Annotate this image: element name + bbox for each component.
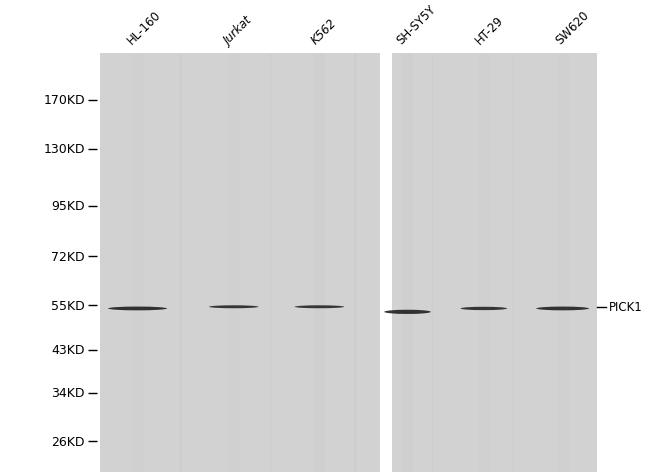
Text: 170KD: 170KD (43, 94, 85, 107)
Ellipse shape (461, 307, 507, 310)
Text: HL-160: HL-160 (125, 9, 164, 48)
Text: K562: K562 (308, 17, 339, 48)
Ellipse shape (536, 307, 589, 311)
Text: Jurkat: Jurkat (222, 14, 255, 48)
Ellipse shape (112, 308, 162, 309)
Text: 95KD: 95KD (51, 200, 85, 213)
Text: 55KD: 55KD (51, 299, 85, 312)
Ellipse shape (108, 307, 167, 311)
Text: 34KD: 34KD (51, 387, 85, 399)
Text: SH-SY5Y: SH-SY5Y (394, 3, 438, 48)
FancyBboxPatch shape (100, 54, 380, 472)
Text: 130KD: 130KD (44, 143, 85, 156)
Text: HT-29: HT-29 (473, 14, 506, 48)
Text: SW620: SW620 (553, 9, 592, 48)
Ellipse shape (387, 311, 427, 312)
Ellipse shape (294, 306, 344, 308)
Text: PICK1: PICK1 (609, 301, 643, 314)
Ellipse shape (464, 308, 504, 309)
Text: 43KD: 43KD (51, 344, 85, 357)
Ellipse shape (209, 306, 259, 308)
Ellipse shape (384, 310, 431, 314)
Ellipse shape (540, 308, 585, 309)
FancyBboxPatch shape (392, 54, 597, 472)
Text: 26KD: 26KD (51, 435, 85, 448)
Text: 72KD: 72KD (51, 250, 85, 263)
